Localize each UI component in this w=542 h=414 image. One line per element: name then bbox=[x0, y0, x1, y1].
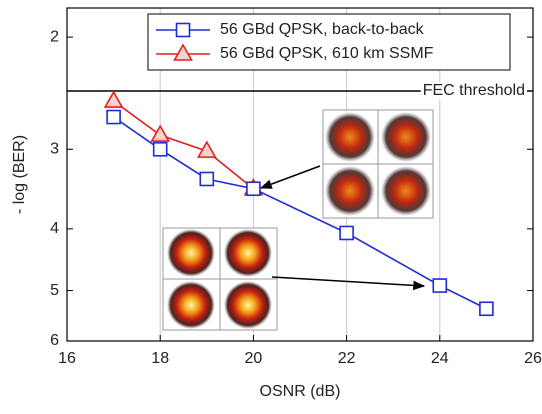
data-point bbox=[247, 182, 260, 195]
data-point bbox=[433, 279, 446, 292]
x-tick-label: 20 bbox=[245, 350, 263, 367]
chart: 16 18 20 22 24 26 2 3 4 5 6 OSNR (dB) - log (BER) FEC… bbox=[0, 0, 542, 409]
data-point bbox=[154, 143, 167, 156]
x-tick-label: 22 bbox=[338, 350, 356, 367]
y-tick-label: 2 bbox=[50, 28, 59, 45]
legend: 56 GBd QPSK, back-to-back 56 GBd QPSK, 61… bbox=[148, 14, 510, 70]
x-tick-label: 16 bbox=[58, 350, 76, 367]
data-point bbox=[340, 226, 353, 239]
y-axis-label: - log (BER) bbox=[11, 135, 28, 214]
x-tick-label: 18 bbox=[151, 350, 169, 367]
y-tick-label: 5 bbox=[50, 282, 59, 299]
data-point bbox=[200, 172, 213, 185]
inset-constellation-b2b bbox=[163, 228, 277, 330]
y-tick-label: 6 bbox=[50, 332, 59, 349]
y-tick-label: 3 bbox=[50, 141, 59, 158]
legend-label: 56 GBd QPSK, back-to-back bbox=[220, 21, 425, 38]
threshold-label: FEC threshold bbox=[423, 82, 525, 99]
x-tick-label: 24 bbox=[431, 350, 449, 367]
data-point bbox=[107, 111, 120, 124]
data-point bbox=[480, 302, 493, 315]
legend-marker bbox=[177, 24, 190, 37]
legend-label: 56 GBd QPSK, 610 km SSMF bbox=[220, 45, 434, 62]
y-tick-label: 4 bbox=[50, 220, 59, 237]
inset-constellation-610km bbox=[323, 110, 433, 218]
x-axis-label: OSNR (dB) bbox=[260, 383, 341, 400]
x-tick-label: 26 bbox=[524, 350, 542, 367]
